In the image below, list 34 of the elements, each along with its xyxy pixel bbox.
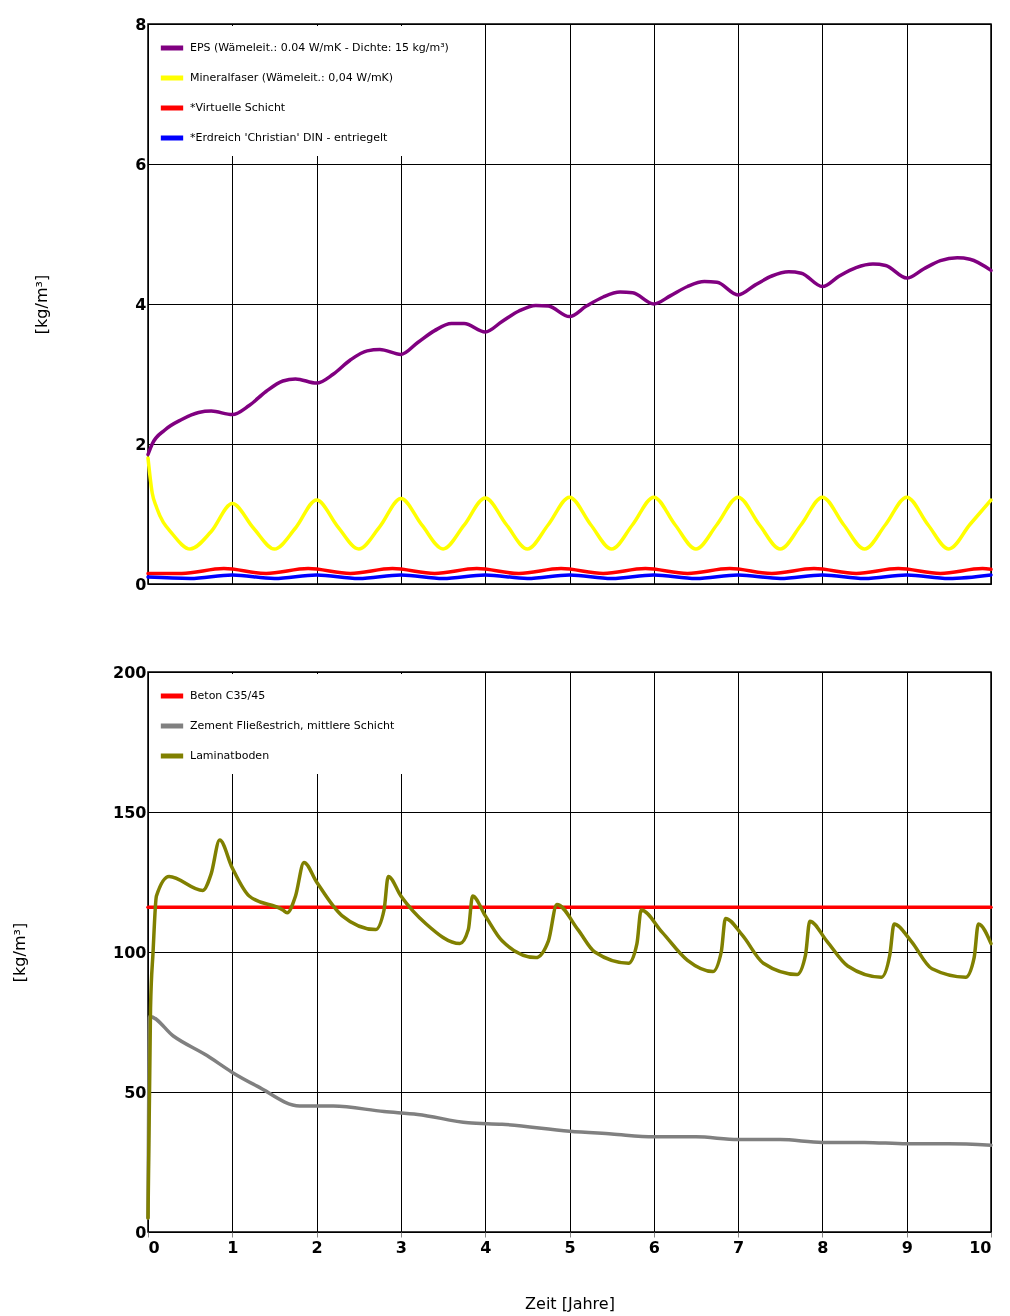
x-tick-label: 5 (564, 1237, 576, 1257)
line-series (146, 256, 993, 457)
x-tick-label: 2 (311, 1237, 323, 1257)
legend-label: Laminatboden (190, 749, 270, 762)
y-tick-label: 2 (135, 434, 147, 454)
line-series (146, 456, 993, 551)
legend-label: *Erdreich 'Christian' DIN - entriegelt (190, 131, 389, 144)
y-axis-title: [kg/m³] (32, 274, 52, 335)
x-tick-label: 4 (480, 1237, 492, 1257)
x-tick-label: 0 (148, 1237, 160, 1257)
x-tick-label: 3 (395, 1237, 407, 1257)
y-tick-label: 150 (113, 802, 147, 822)
x-tick-label: 8 (817, 1237, 829, 1257)
legend-label: Zement Fließestrich, mittlere Schicht (190, 719, 395, 732)
x-tick-label: 1 (227, 1237, 239, 1257)
legend-label: Beton C35/45 (190, 689, 266, 702)
line-series (146, 838, 993, 1220)
legend-label: EPS (Wämeleit.: 0.04 W/mK - Dichte: 15 kg/m³) (190, 41, 449, 54)
x-axis-title: Zeit [Jahre] (525, 1293, 615, 1313)
y-tick-label: 0 (135, 574, 147, 594)
y-tick-label: 50 (124, 1082, 147, 1102)
y-tick-label: 100 (113, 942, 147, 962)
x-tick-label: 7 (733, 1237, 745, 1257)
y-tick-label: 200 (113, 662, 147, 682)
y-tick-label: 8 (135, 14, 147, 34)
y-axis-title: [kg/m³] (10, 922, 30, 983)
y-tick-label: 4 (135, 294, 147, 314)
x-tick-label: 9 (901, 1237, 913, 1257)
x-tick-label: 10 (969, 1237, 992, 1257)
legend-label: *Virtuelle Schicht (190, 101, 286, 114)
y-tick-label: 0 (135, 1222, 147, 1242)
legend-label: Mineralfaser (Wämeleit.: 0,04 W/mK) (190, 71, 394, 84)
x-tick-label: 6 (648, 1237, 660, 1257)
y-tick-label: 6 (135, 154, 147, 174)
